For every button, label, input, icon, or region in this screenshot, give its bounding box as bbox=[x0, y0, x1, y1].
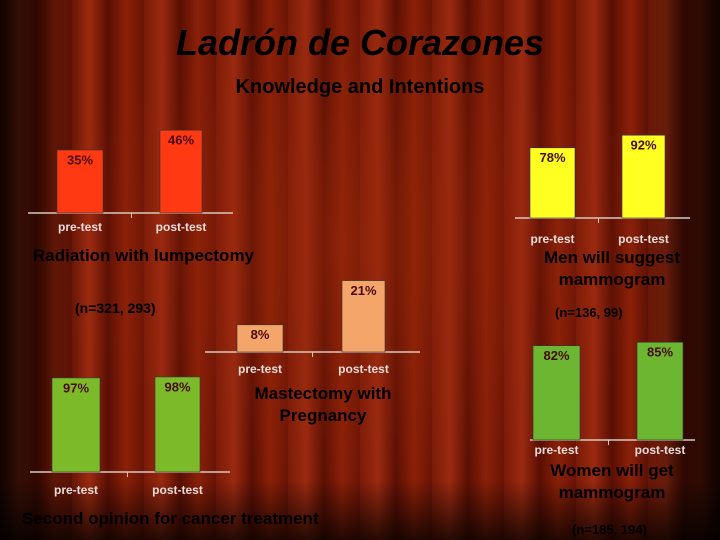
slide-title: Ladrón de Corazones bbox=[175, 22, 545, 63]
bar bbox=[56, 149, 104, 214]
category-label: pre-test bbox=[58, 220, 102, 234]
chart-title: Men will suggest mammogram bbox=[543, 248, 681, 289]
category-label: pre-test bbox=[54, 483, 98, 497]
value-label: 82% bbox=[543, 348, 569, 363]
category-label: post-test bbox=[156, 220, 207, 234]
category-label: post-test bbox=[338, 362, 389, 376]
category-label: pre-test bbox=[238, 362, 282, 376]
chart-title: Mastectomy with Pregnancy bbox=[254, 384, 392, 425]
chart-title: Women will get mammogram bbox=[550, 461, 674, 502]
value-label: 98% bbox=[164, 379, 190, 394]
bar bbox=[341, 280, 386, 353]
bar bbox=[621, 134, 666, 219]
value-label: 46% bbox=[168, 133, 194, 148]
chart-subtitle: (n=321, 293) bbox=[75, 300, 156, 316]
value-label: 78% bbox=[539, 150, 565, 165]
bar bbox=[159, 129, 203, 214]
category-label: pre-test bbox=[530, 232, 574, 246]
bar bbox=[636, 341, 684, 441]
category-label: post-test bbox=[635, 443, 686, 457]
value-label: 92% bbox=[630, 138, 656, 153]
value-label: 85% bbox=[647, 345, 673, 360]
value-label: 97% bbox=[63, 380, 89, 395]
category-label: post-test bbox=[152, 483, 203, 497]
bar bbox=[236, 324, 284, 353]
value-label: 35% bbox=[67, 152, 93, 167]
chart-title: Second opinion for cancer treatment bbox=[22, 509, 319, 528]
category-label: pre-test bbox=[534, 443, 578, 457]
chart-subtitle: (n=136, 99) bbox=[555, 305, 623, 320]
chart-title: Radiation with lumpectomy bbox=[33, 246, 255, 265]
value-label: 21% bbox=[350, 283, 376, 298]
bar bbox=[51, 377, 101, 473]
bar bbox=[154, 376, 201, 473]
category-label: post-test bbox=[618, 232, 669, 246]
bar bbox=[532, 345, 581, 441]
value-label: 8% bbox=[251, 327, 270, 342]
slide-subtitle: Knowledge and Intentions bbox=[235, 76, 485, 98]
bar bbox=[529, 147, 576, 219]
chart-subtitle: (n=185, 194) bbox=[572, 522, 647, 537]
